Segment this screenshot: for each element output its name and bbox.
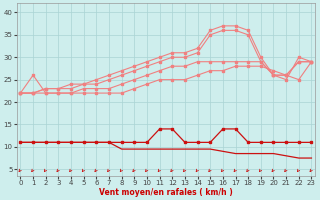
X-axis label: Vent moyen/en rafales ( km/h ): Vent moyen/en rafales ( km/h ) <box>99 188 233 197</box>
